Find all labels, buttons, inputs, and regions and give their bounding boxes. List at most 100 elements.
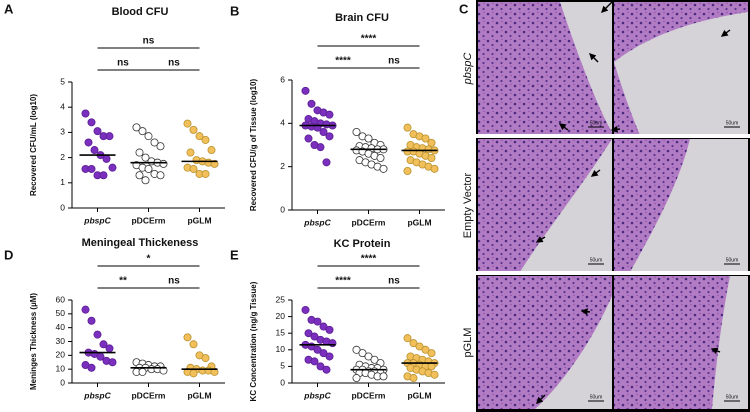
- arrow: [558, 123, 569, 131]
- y-tick-label: 5: [280, 361, 285, 371]
- data-point: [141, 176, 150, 185]
- row-label: pbspC: [462, 53, 474, 86]
- data-point: [403, 334, 412, 343]
- data-point: [328, 339, 337, 348]
- data-point: [325, 132, 334, 141]
- x-tick-label: pbspC: [83, 390, 111, 400]
- y-tick-label: 4: [280, 118, 285, 128]
- data-point: [90, 146, 99, 155]
- scale-bar-label: 50um: [590, 394, 603, 400]
- y-tick-label: 10: [56, 363, 66, 373]
- data-point: [325, 110, 334, 119]
- data-point: [325, 325, 334, 334]
- data-point: [319, 349, 328, 358]
- significance-label: ****: [361, 254, 377, 265]
- data-point: [376, 153, 385, 162]
- data-point: [141, 153, 150, 162]
- data-point: [195, 132, 204, 141]
- y-axis-label: Recovered CFU/g of Tissue (log10): [249, 79, 258, 212]
- significance-label: ns: [168, 58, 180, 69]
- data-point: [301, 305, 310, 314]
- data-point: [108, 358, 117, 367]
- data-point: [352, 345, 361, 354]
- data-point: [415, 342, 424, 351]
- arrow: [720, 29, 731, 37]
- data-point: [310, 357, 319, 366]
- significance-label: *: [147, 254, 151, 265]
- data-point: [81, 305, 90, 314]
- scale-bar-label: 50um: [726, 257, 739, 263]
- y-tick-label: 50: [56, 308, 66, 318]
- panel-letter: A: [4, 1, 14, 16]
- data-point: [409, 339, 418, 348]
- histology-image: 50um: [614, 2, 748, 135]
- data-point: [144, 132, 153, 141]
- panel-letter: E: [230, 247, 239, 262]
- lumen: [712, 276, 748, 409]
- y-tick-label: 3: [60, 127, 65, 137]
- data-point: [421, 134, 430, 143]
- data-point: [316, 143, 325, 152]
- data-point: [370, 355, 379, 364]
- x-tick-label: pGLM: [187, 390, 211, 400]
- chart-title: Brain CFU: [335, 12, 389, 24]
- arrow: [589, 53, 599, 63]
- scale-bar-label: 50um: [590, 257, 603, 263]
- x-tick-label: pDCErm: [131, 215, 165, 225]
- data-point: [352, 374, 361, 383]
- histology-image: 50um: [478, 2, 612, 135]
- y-tick-label: 5: [60, 76, 65, 86]
- data-point: [430, 370, 439, 379]
- data-point: [144, 164, 153, 173]
- data-point: [87, 164, 96, 173]
- data-point: [322, 365, 331, 374]
- data-point: [150, 138, 159, 147]
- data-point: [87, 363, 96, 372]
- data-point: [427, 153, 436, 162]
- data-point: [403, 166, 412, 175]
- data-point: [201, 169, 210, 178]
- y-tick-label: 40: [56, 322, 66, 332]
- row-label: pGLM: [462, 328, 474, 358]
- arrow: [590, 169, 601, 177]
- lumen: [535, 296, 612, 409]
- data-point: [310, 332, 319, 341]
- row-label-strip: [456, 0, 476, 412]
- y-tick-label: 4: [60, 101, 65, 111]
- scale-bar-label: 50um: [726, 394, 739, 400]
- arrow: [610, 125, 621, 133]
- y-axis-label: Meninges Thickness (µM): [29, 293, 38, 390]
- significance-label: ns: [388, 276, 400, 287]
- x-tick-label: pDCErm: [131, 390, 165, 400]
- y-tick-label: 60: [56, 294, 66, 304]
- data-point: [135, 148, 144, 157]
- data-point: [138, 367, 147, 376]
- arrow: [535, 236, 546, 243]
- x-tick-label: pDCErm: [351, 217, 385, 227]
- data-point: [421, 345, 430, 354]
- y-tick-label: 0: [280, 377, 285, 387]
- y-tick-label: 30: [56, 336, 66, 346]
- data-point: [325, 352, 334, 361]
- significance-label: ns: [117, 58, 129, 69]
- data-point: [99, 340, 108, 349]
- data-point: [316, 362, 325, 371]
- data-point: [87, 118, 96, 127]
- data-point: [201, 354, 210, 363]
- lumen: [630, 139, 748, 272]
- y-tick-label: 1: [60, 177, 65, 187]
- x-tick-label: pbspC: [83, 215, 111, 225]
- lumen: [560, 2, 612, 135]
- y-tick-label: 2: [280, 161, 285, 171]
- panel-letter: B: [230, 3, 239, 18]
- panel-letter: C: [459, 1, 469, 16]
- y-tick-label: 0: [280, 204, 285, 214]
- x-tick-label: pGLM: [407, 217, 431, 227]
- significance-label: ****: [335, 276, 351, 287]
- y-tick-label: 15: [276, 327, 286, 337]
- scale-bar-label: 50um: [726, 120, 739, 126]
- data-point: [352, 127, 361, 136]
- arrow: [710, 347, 721, 355]
- y-tick-label: 0: [60, 202, 65, 212]
